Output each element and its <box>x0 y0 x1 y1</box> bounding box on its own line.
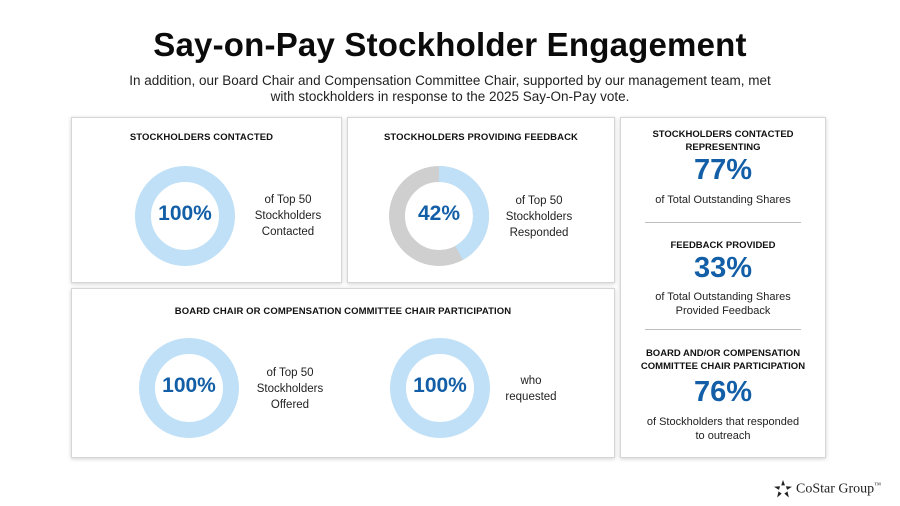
donut-value: 100% <box>158 202 212 225</box>
desc-line: to outreach <box>695 430 751 442</box>
donut-track <box>139 338 239 438</box>
desc-line: Contacted <box>261 226 315 238</box>
donut-description: of Top 50 Stockholders Offered <box>245 365 335 413</box>
heading-line: BOARD AND/OR COMPENSATION <box>645 348 801 359</box>
logo-text: CoStar Group™ <box>796 481 881 498</box>
chair-participation-card: BOARD CHAIR OR COMPENSATION COMMITTEE CH… <box>71 288 615 458</box>
desc-line: Stockholders <box>256 383 324 395</box>
donut-ring <box>389 166 489 266</box>
contacted-donut-chart: 100% <box>135 166 235 266</box>
desc-line: requested <box>505 391 557 403</box>
desc-line: who <box>520 375 542 387</box>
stat-description: of Stockholders that responded to outrea… <box>631 415 815 443</box>
desc-line: of Stockholders that responded <box>646 416 800 428</box>
donut-ring <box>139 338 239 438</box>
stat-description: of Total Outstanding Shares <box>655 194 791 206</box>
donut-ring <box>135 166 235 266</box>
card-heading: BOARD CHAIR OR COMPENSATION COMMITTEE CH… <box>174 306 512 317</box>
heading-line: STOCKHOLDERS CONTACTED <box>652 129 794 140</box>
desc-line: Stockholders <box>505 211 573 223</box>
desc-line: of Total Outstanding Shares <box>655 291 791 303</box>
summary-stats-card: STOCKHOLDERS CONTACTED REPRESENTING 77% … <box>620 117 826 458</box>
stat-heading: BOARD AND/OR COMPENSATION COMMITTEE CHAI… <box>621 347 825 373</box>
donut-ring <box>390 338 490 438</box>
feedback-donut-chart: 42% <box>389 166 489 266</box>
desc-line: Responded <box>509 227 569 239</box>
stockholders-contacted-card: STOCKHOLDERS CONTACTED 100% of Top 50 St… <box>71 117 342 283</box>
donut-fill-arc <box>389 166 489 266</box>
offered-donut-chart: 100% <box>139 338 239 438</box>
desc-line: Provided Feedback <box>675 305 771 317</box>
donut-description: who requested <box>486 373 576 405</box>
desc-line: Stockholders <box>254 210 322 222</box>
desc-line: Offered <box>270 399 310 411</box>
card-heading: STOCKHOLDERS CONTACTED <box>129 132 274 143</box>
donut-track <box>135 166 235 266</box>
stat-description: of Total Outstanding Shares Provided Fee… <box>631 290 815 318</box>
donut-track <box>390 338 490 438</box>
page-subtitle: In addition, our Board Chair and Compens… <box>129 73 771 104</box>
costar-star-icon <box>774 480 792 498</box>
donut-value: 100% <box>413 374 467 397</box>
stat-value: 76% <box>693 376 753 408</box>
stat-heading: STOCKHOLDERS CONTACTED REPRESENTING <box>621 128 825 154</box>
heading-line: COMMITTEE CHAIR PARTICIPATION <box>640 361 806 372</box>
costar-logo: CoStar Group™ <box>774 478 881 500</box>
desc-line: of Top 50 <box>266 367 314 379</box>
desc-line: of Top 50 <box>264 194 312 206</box>
donut-description: of Top 50 Stockholders Contacted <box>243 192 333 240</box>
donut-value: 100% <box>162 374 216 397</box>
logo-wordmark: CoStar Group <box>796 481 875 497</box>
donut-value: 42% <box>417 202 461 225</box>
divider <box>645 329 801 330</box>
divider <box>645 222 801 223</box>
trademark-mark: ™ <box>874 480 882 489</box>
page-title: Say-on-Pay Stockholder Engagement <box>153 26 747 63</box>
heading-line: REPRESENTING <box>685 142 761 153</box>
requested-donut-chart: 100% <box>390 338 490 438</box>
desc-line: of Top 50 <box>515 195 563 207</box>
stat-heading: FEEDBACK PROVIDED <box>670 240 776 251</box>
donut-description: of Top 50 Stockholders Responded <box>494 193 584 241</box>
stockholders-feedback-card: STOCKHOLDERS PROVIDING FEEDBACK 42% of T… <box>347 117 615 283</box>
stat-value: 77% <box>693 154 753 186</box>
stat-value: 33% <box>693 252 753 284</box>
card-heading: STOCKHOLDERS PROVIDING FEEDBACK <box>384 132 578 143</box>
